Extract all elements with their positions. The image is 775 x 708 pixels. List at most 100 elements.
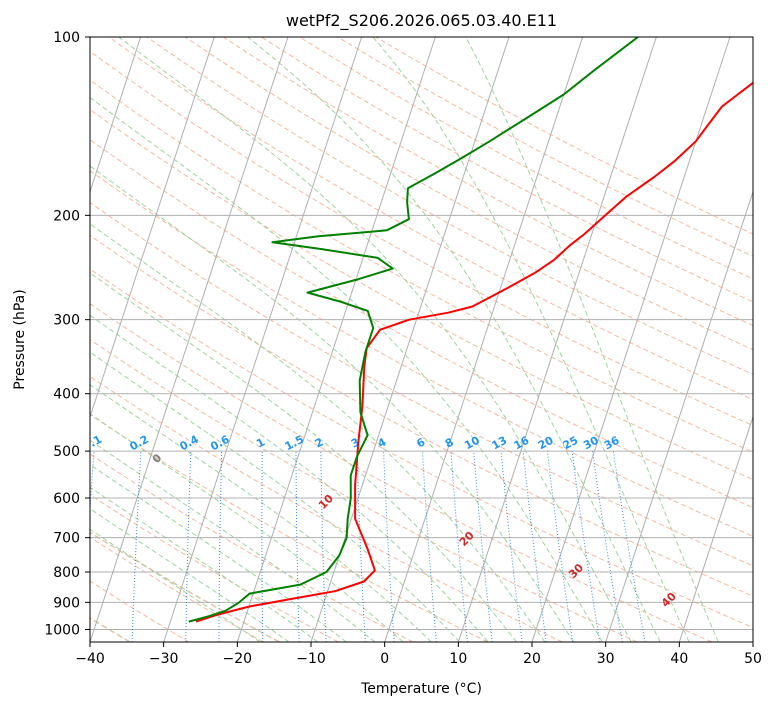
x-axis-label: Temperature (°C) (360, 681, 482, 697)
y-tick-label: 900 (53, 595, 80, 611)
mixing-ratio-label: 8 (443, 435, 456, 450)
mixing-ratio-line (356, 451, 366, 642)
plot-frame (89, 36, 754, 643)
moist-adiabat (90, 508, 290, 642)
isotherm (531, 37, 731, 642)
mixing-ratio-label: 10 (462, 434, 482, 453)
dry-adiabat (90, 170, 753, 537)
series-line-1 (195, 81, 753, 623)
mixing-ratio-label: 20 (536, 434, 556, 453)
moist-adiabat (90, 314, 489, 642)
isotherm (678, 415, 753, 642)
mixing-ratio-label: 30 (581, 434, 601, 453)
isotherm (236, 37, 436, 642)
y-tick-label: 100 (53, 30, 80, 46)
mixing-ratio-line (218, 451, 223, 642)
chart-title: wetPf2_S206.2026.065.03.40.E11 (286, 11, 557, 31)
dry-adiabat (90, 453, 414, 642)
dry-adiabat (90, 536, 264, 642)
dry-adiabat (222, 37, 753, 327)
isotherm (384, 37, 584, 642)
background-lines (0, 37, 753, 642)
isotherm (163, 37, 363, 642)
isotherm (90, 37, 215, 419)
isotherm (90, 37, 142, 194)
dry-adiabat (90, 413, 488, 642)
x-tick-label: 20 (523, 651, 541, 667)
moist-adiabat (90, 486, 319, 642)
moist-adiabat-label: 10 (316, 492, 336, 512)
dry-adiabat (90, 234, 753, 597)
isotherm (457, 37, 657, 642)
dry-adiabat (375, 37, 753, 235)
mixing-ratio-label: 6 (414, 435, 427, 450)
y-axis-label: Pressure (hPa) (12, 289, 28, 389)
x-tick-label: 40 (670, 651, 688, 667)
mixing-ratio-line (612, 451, 646, 642)
moist-adiabat (247, 37, 661, 642)
mixing-ratio-line (131, 451, 142, 642)
dry-adiabat (90, 268, 753, 629)
moist-adiabat (90, 463, 347, 642)
mixing-ratio-label: 36 (602, 434, 622, 453)
y-tick-label: 800 (53, 565, 80, 581)
isotherm (90, 37, 289, 642)
moist-adiabat (90, 384, 432, 642)
mixing-ratio-label: 1.5 (283, 433, 306, 454)
isotherm (752, 640, 753, 642)
mixing-ratio-line (383, 451, 395, 642)
dry-adiabat (261, 37, 753, 303)
moist-adiabat-label: 40 (659, 590, 679, 610)
y-tick-label: 1000 (44, 622, 80, 638)
moist-adiabat (465, 37, 719, 642)
moist-adiabat (90, 413, 404, 642)
dry-adiabat (90, 338, 638, 642)
dry-adiabat (90, 108, 753, 481)
dry-adiabat (90, 201, 753, 567)
mixing-ratio-label: 3 (349, 435, 362, 450)
mixing-ratio-line (295, 451, 300, 642)
mixing-ratio-line (422, 451, 437, 642)
x-tick-label: 50 (744, 651, 762, 667)
dry-adiabat (146, 37, 753, 375)
dry-adiabat (90, 303, 712, 642)
mixing-ratio-label: 0.2 (128, 433, 151, 454)
sounding-series (188, 37, 753, 623)
moist-adiabat (118, 37, 632, 642)
isotherm (605, 190, 753, 642)
y-tick-label: 400 (53, 387, 80, 403)
moist-adiabat (90, 165, 575, 642)
x-tick-label: −10 (296, 651, 326, 667)
isotherm (310, 37, 510, 642)
y-tick-label: 200 (53, 208, 80, 224)
moist-adiabat (372, 37, 690, 642)
mixing-ratio-label: 13 (490, 434, 510, 453)
moist-adiabat-label: 30 (566, 561, 586, 581)
y-tick-label: 700 (53, 531, 80, 547)
dry-adiabat (90, 494, 339, 642)
x-tick-label: 30 (597, 651, 615, 667)
x-tick-label: −30 (149, 651, 179, 667)
isotherm (0, 37, 67, 642)
y-tick-label: 500 (53, 444, 80, 460)
mixing-ratio-label: 16 (512, 434, 532, 453)
moist-adiabat (90, 272, 517, 642)
moist-adiabat (90, 439, 376, 642)
dry-adiabat (108, 37, 753, 401)
mixing-ratio-line (500, 451, 523, 642)
moist-adiabat-label: 0 (150, 451, 165, 466)
mixing-ratio-line (450, 451, 468, 642)
mixing-ratio-line (320, 451, 327, 642)
dry-adiabat (90, 139, 753, 509)
mixing-ratio-line (522, 451, 547, 642)
mixing-ratio-line (185, 451, 192, 642)
mixing-ratio-label: 25 (561, 434, 581, 453)
dry-adiabat-label: -10 (47, 461, 70, 484)
y-tick-label: 300 (53, 313, 80, 329)
moist-adiabat-label: 20 (457, 529, 477, 549)
series-line-2 (188, 37, 639, 623)
dry-adiabat (184, 37, 753, 351)
x-tick-label: 10 (449, 651, 467, 667)
line-labels: 0.10.20.40.611.52346810131620253036-100-… (47, 433, 679, 610)
